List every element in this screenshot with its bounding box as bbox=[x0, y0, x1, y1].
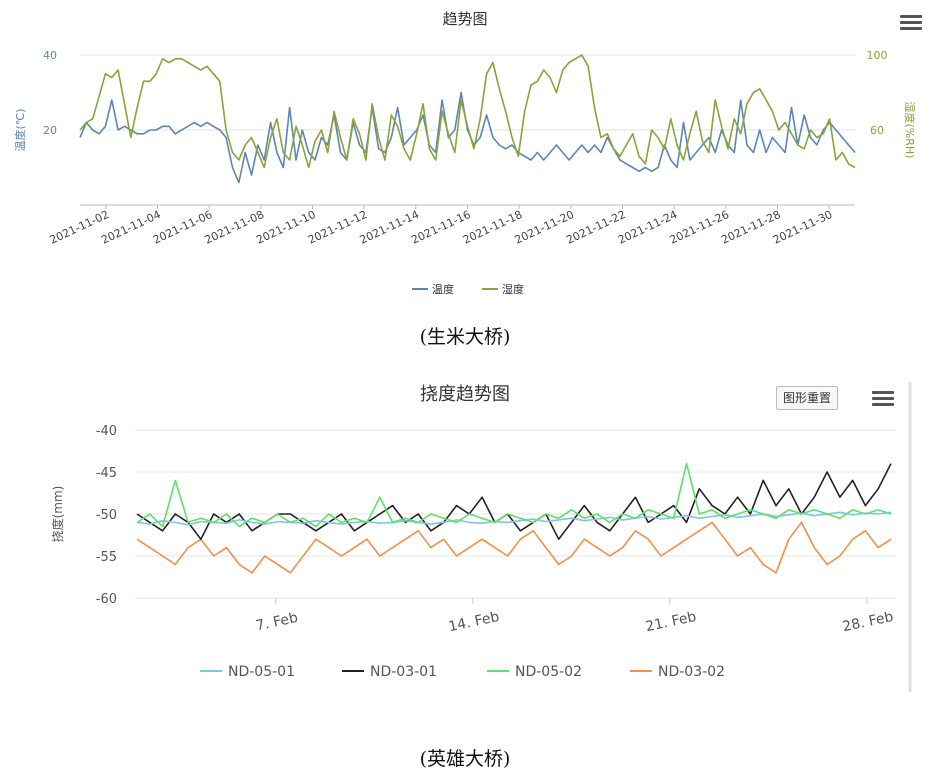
x-tick-label: 2021-11-30 bbox=[771, 208, 834, 247]
y-tick-label: -50 bbox=[96, 508, 117, 523]
reset-zoom-button[interactable]: 图形重置 bbox=[776, 386, 839, 410]
y-axis-label: 挠度(mm) bbox=[50, 486, 65, 543]
legend-label: ND-05-01 bbox=[228, 664, 295, 680]
legend-label: 湿度 bbox=[502, 282, 524, 296]
x-tick-label: 28. Feb bbox=[841, 609, 895, 635]
x-tick-label: 14. Feb bbox=[447, 609, 501, 635]
y-left-tick-label: 20 bbox=[43, 124, 57, 137]
y-left-axis-label: 温度(℃) bbox=[13, 109, 27, 152]
legend-label: ND-03-01 bbox=[370, 664, 437, 680]
chart-title: 挠度趋势图 bbox=[420, 384, 510, 405]
series-line-nd-05-02 bbox=[136, 462, 892, 528]
y-right-tick-label: 100 bbox=[867, 49, 888, 62]
y-left-tick-label: 40 bbox=[43, 49, 57, 62]
series-line-nd-03-02 bbox=[136, 521, 892, 574]
legend-label: 温度 bbox=[432, 282, 454, 296]
y-tick-label: -45 bbox=[96, 466, 117, 481]
x-tick-label: 7. Feb bbox=[254, 610, 299, 635]
y-tick-label: -40 bbox=[96, 424, 117, 439]
series-line-nd-03-01 bbox=[136, 463, 892, 540]
series-line-humidity bbox=[79, 54, 856, 169]
deflection-plot: 挠度趋势图 -40 -45 -50 -55 -60 挠度(mm) 7. Feb 14. Feb 2… bbox=[50, 382, 912, 692]
deflection-chart: 挠度趋势图 -40 -45 -50 -55 -60 挠度(mm) 7. Feb 14. Feb 2… bbox=[0, 372, 930, 702]
legend-label: ND-03-02 bbox=[658, 664, 725, 680]
temperature-humidity-chart: 趋势图 20 40 60 100 温度(℃) 湿度(%RH) 2021-11-02 2021-1… bbox=[0, 0, 930, 315]
chart-caption-yingxiong: (英雄大桥) bbox=[419, 748, 511, 770]
chart-menu-icon[interactable] bbox=[872, 391, 894, 407]
y-tick-label: -55 bbox=[96, 550, 117, 565]
y-right-tick-label: 60 bbox=[870, 124, 884, 137]
x-tick-label: 21. Feb bbox=[644, 609, 698, 635]
y-right-axis-label: 湿度(%RH) bbox=[903, 102, 917, 159]
chart-title: 趋势图 bbox=[442, 10, 487, 28]
chart-menu-icon[interactable] bbox=[900, 15, 922, 31]
legend-label: ND-05-02 bbox=[515, 664, 582, 680]
y-tick-label: -60 bbox=[96, 592, 117, 607]
series-line-temperature bbox=[79, 91, 856, 184]
chart-caption-shengmi: (生米大桥) bbox=[419, 326, 511, 348]
